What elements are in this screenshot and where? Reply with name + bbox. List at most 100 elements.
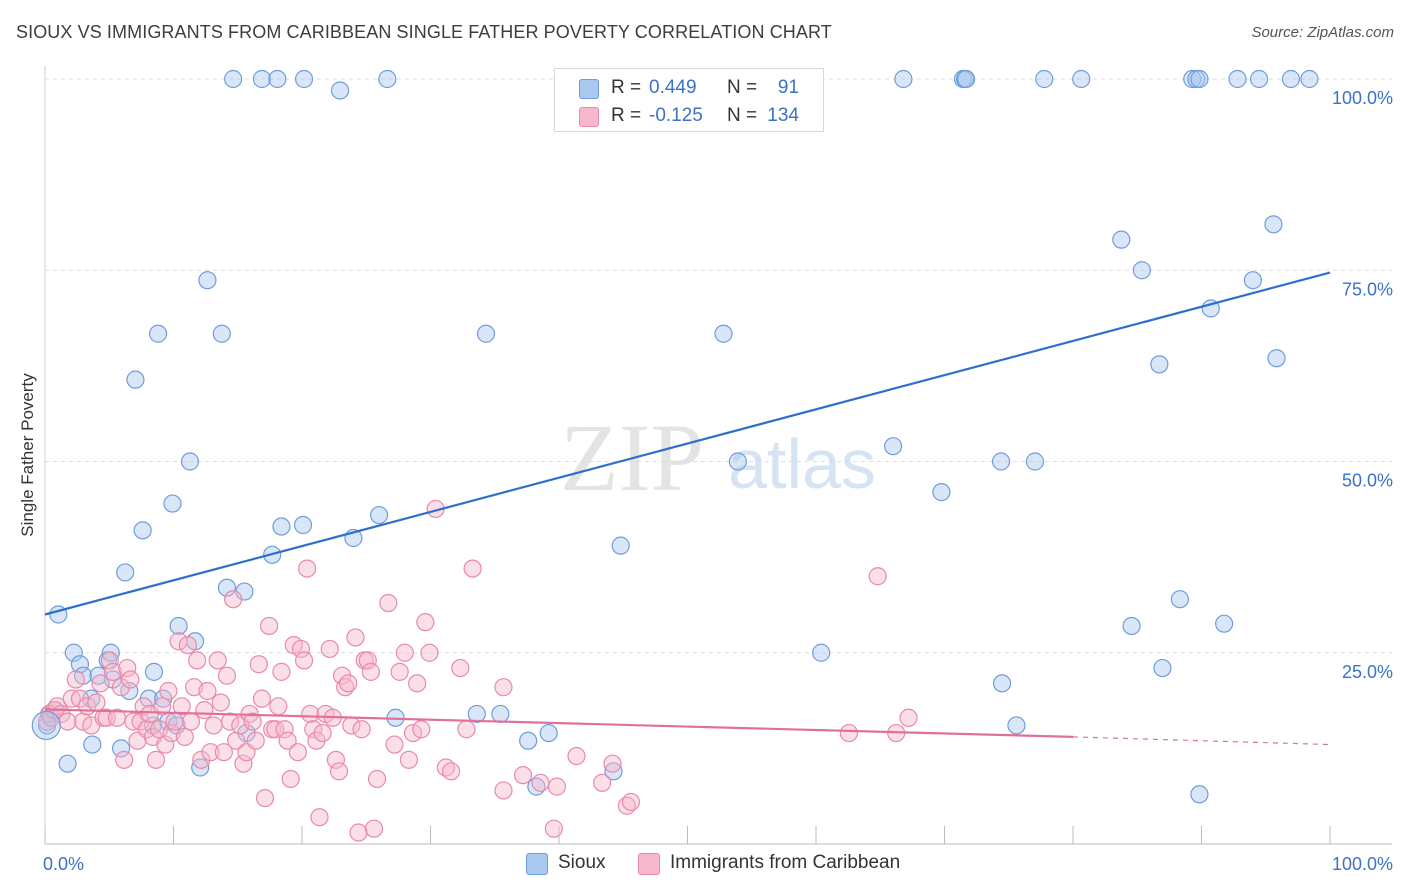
caribbean-point [326, 750, 346, 769]
caribbean-point [178, 635, 197, 655]
sioux-point [268, 69, 287, 89]
caribbean-point [395, 643, 414, 662]
caribbean-point [593, 773, 612, 792]
sioux-point [64, 643, 83, 662]
caribbean-point [361, 662, 380, 681]
caribbean-point [358, 651, 377, 670]
caribbean-point [195, 701, 214, 720]
data-points [31, 69, 1319, 842]
sioux-point [101, 643, 120, 662]
sioux-point [169, 616, 188, 636]
sioux-point [83, 735, 102, 754]
legend-r-label: R = [611, 77, 642, 98]
caribbean-point [329, 762, 349, 781]
caribbean-point [310, 808, 329, 827]
caribbean-point [379, 593, 398, 613]
caribbean-point [603, 754, 622, 773]
sioux-point [1300, 69, 1319, 89]
caribbean-point [412, 720, 431, 739]
sioux-point [180, 452, 200, 471]
caribbean-point [339, 674, 358, 693]
y-tick-label: 100.0% [1332, 88, 1393, 108]
caribbean-point [252, 689, 272, 708]
sioux-point [148, 324, 168, 343]
sioux-point [1267, 349, 1286, 368]
sioux-point [1007, 716, 1026, 735]
caribbean-point [269, 697, 288, 716]
caribbean-point [220, 712, 240, 731]
y-axis-label: Single Father Poverty [18, 373, 37, 537]
sioux-point [1190, 69, 1209, 89]
sioux-point [1153, 658, 1172, 678]
caribbean-point [408, 674, 427, 693]
caribbean-point [224, 590, 243, 609]
caribbean-point [246, 731, 265, 750]
caribbean-point [899, 708, 918, 727]
y-tick-label: 25.0% [1342, 662, 1393, 682]
watermark-atlas: atlas [728, 425, 876, 503]
sioux-point [330, 81, 350, 100]
caribbean-point [234, 754, 253, 773]
sioux-point [1243, 271, 1263, 290]
watermark: ZIP atlas [560, 404, 876, 511]
caribbean-point [103, 662, 122, 681]
caribbean-point [301, 704, 320, 724]
sioux-point [198, 271, 217, 290]
sioux-point [1150, 355, 1169, 374]
caribbean-point [298, 559, 317, 578]
caribbean-point [451, 658, 470, 678]
sioux-point [1035, 69, 1054, 89]
caribbean-point [201, 743, 220, 762]
sioux-point [604, 762, 623, 781]
bottom-legend-swatch-sioux [526, 853, 548, 875]
sioux-point [1215, 614, 1234, 633]
caribbean-point [420, 643, 439, 662]
caribbean-point [192, 750, 211, 769]
caribbean-point [320, 639, 339, 659]
chart-title: SIOUX VS IMMIGRANTS FROM CARIBBEAN SINGL… [16, 22, 832, 42]
caribbean-point [868, 567, 887, 586]
caribbean-point [416, 613, 435, 632]
caribbean-point [146, 750, 166, 769]
sioux-point [58, 754, 77, 773]
sioux-point [491, 704, 510, 724]
y-tick-label: 75.0% [1342, 279, 1393, 299]
tick-labels: 25.0% 50.0% 75.0% 100.0% 0.0% 100.0% [43, 88, 1393, 874]
caribbean-point [249, 655, 268, 674]
sioux-point [539, 723, 558, 743]
caribbean-point [162, 723, 181, 743]
sioux-point [1132, 261, 1151, 280]
legend-r-label: R = [611, 105, 642, 126]
sioux-point [611, 536, 630, 555]
caribbean-point [275, 720, 294, 739]
caribbean-point [272, 662, 291, 681]
sioux-point [728, 452, 747, 471]
x-tick-label: 0.0% [43, 854, 84, 874]
caribbean-point [58, 712, 77, 731]
caribbean-point [118, 658, 137, 678]
caribbean-point [214, 743, 233, 762]
caribbean-point [169, 632, 188, 651]
caribbean-point [441, 762, 461, 781]
caribbean-point [544, 819, 563, 838]
caribbean-point [278, 731, 297, 750]
sioux-point [932, 483, 951, 502]
caribbean-point [304, 720, 323, 739]
sioux-point [224, 69, 243, 89]
sioux-point [293, 515, 313, 535]
bottom-legend-label: Sioux [558, 852, 606, 873]
sioux-point [252, 69, 272, 89]
caribbean-point [281, 769, 300, 789]
caribbean-point [313, 723, 332, 743]
sioux-point [1112, 230, 1131, 249]
caribbean-point [66, 670, 85, 689]
caribbean-point [115, 750, 134, 769]
sioux-point [1122, 616, 1141, 636]
sioux-trend-line [44, 271, 1331, 616]
sioux-point [956, 69, 976, 89]
caribbean-point [198, 681, 217, 701]
sioux-point [212, 324, 231, 343]
source-label: Source: ZipAtlas.com [1251, 24, 1394, 41]
sioux-point [992, 674, 1012, 693]
